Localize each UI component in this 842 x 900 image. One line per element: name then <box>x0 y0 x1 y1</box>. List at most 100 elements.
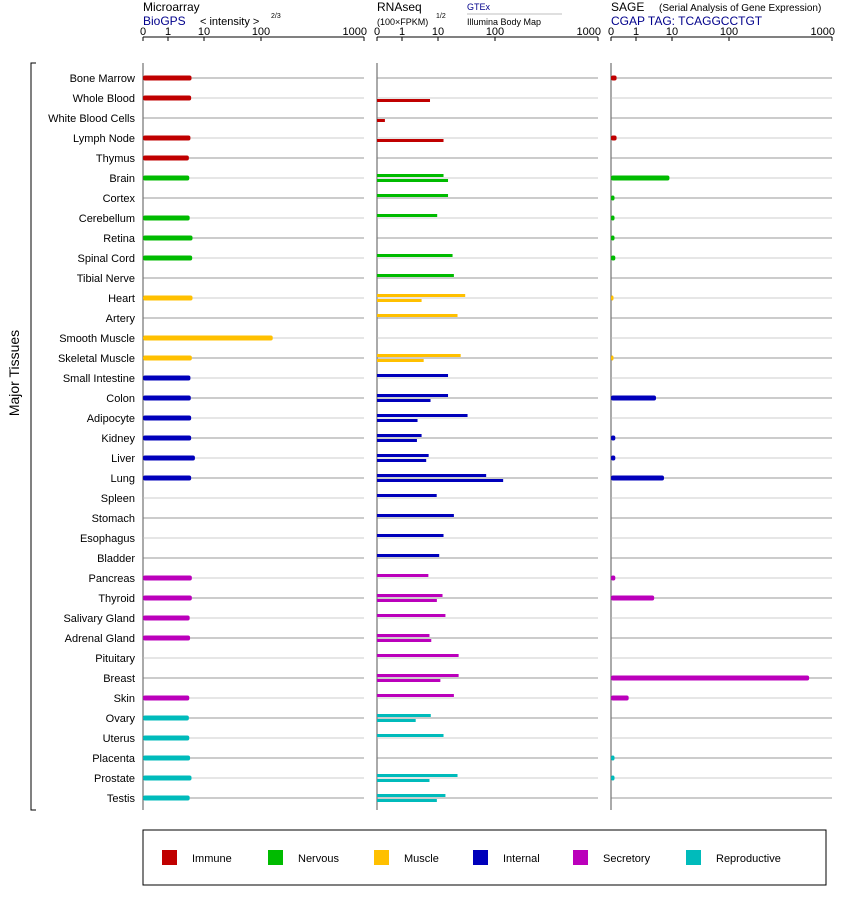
tissue-label: Thymus <box>96 153 136 165</box>
tissue-label: Tibial Nerve <box>77 273 135 285</box>
legend: Immune Nervous Muscle Internal Secretory Repr… <box>162 850 781 865</box>
bar <box>377 354 461 357</box>
x-tick-label: 100 <box>252 26 270 38</box>
bar <box>377 299 422 302</box>
bar <box>377 794 446 797</box>
bar <box>611 235 615 241</box>
bar <box>143 455 195 461</box>
bar <box>377 694 454 697</box>
tissue-label: Adipocyte <box>87 413 135 425</box>
bar <box>143 335 273 341</box>
tissue-label: Kidney <box>101 433 135 445</box>
tissue-label: Lung <box>111 473 135 485</box>
bar <box>377 574 429 577</box>
bar <box>611 295 614 301</box>
bar <box>377 439 417 442</box>
rnaseq-sub-source: Illumina Body Map <box>467 17 541 27</box>
tissue-label: Cerebellum <box>79 213 135 225</box>
bar <box>377 459 427 462</box>
tissue-label: Artery <box>106 313 136 325</box>
bar <box>143 175 190 181</box>
bar <box>611 775 615 781</box>
bar <box>377 274 454 277</box>
bar <box>377 799 437 802</box>
bar <box>143 735 190 741</box>
bar <box>377 419 418 422</box>
bar <box>377 599 437 602</box>
bar <box>377 194 449 197</box>
sage-tag: CGAP TAG: TCAGGCCTGT <box>611 14 763 28</box>
bar <box>143 775 192 781</box>
bar <box>143 575 192 581</box>
bar <box>611 695 629 701</box>
tissue-label: Retina <box>103 233 136 245</box>
bar <box>611 455 616 461</box>
bar <box>377 734 444 737</box>
tissue-label: Skin <box>114 693 135 705</box>
bar <box>377 474 487 477</box>
x-tick-label: 1 <box>399 26 405 38</box>
bar <box>377 119 385 122</box>
bar <box>377 374 449 377</box>
bar <box>143 715 189 721</box>
x-tick-label: 1000 <box>343 26 367 38</box>
bar <box>611 395 657 401</box>
bar <box>377 99 431 102</box>
sage-subtitle: (Serial Analysis of Gene Expression) <box>659 3 821 14</box>
bar <box>377 314 458 317</box>
legend-swatch <box>473 850 488 865</box>
bar <box>611 135 617 141</box>
bar <box>143 595 192 601</box>
bar <box>377 719 416 722</box>
legend-swatch <box>573 850 588 865</box>
tissue-label: Stomach <box>92 513 135 525</box>
bar <box>143 255 193 261</box>
bar <box>377 179 449 182</box>
panel-sage: 0 1 10 100 1000 <box>608 26 835 810</box>
tissue-label: Adrenal Gland <box>65 633 135 645</box>
x-tick-label: 100 <box>486 26 504 38</box>
bar <box>377 674 459 677</box>
bar <box>377 494 437 497</box>
sage-title: SAGE <box>611 0 644 14</box>
tissue-label: Small Intestine <box>63 373 135 385</box>
bar <box>377 434 422 437</box>
bar <box>611 355 614 361</box>
x-tick-label: 100 <box>720 26 738 38</box>
tissue-label: Bladder <box>97 553 135 565</box>
y-axis-title: Major Tissues <box>6 330 22 416</box>
legend-swatch <box>686 850 701 865</box>
legend-label: Reproductive <box>716 853 781 865</box>
x-tick-label: 1 <box>633 26 639 38</box>
tissue-label: Spinal Cord <box>78 253 135 265</box>
bar <box>143 435 192 441</box>
legend-label: Muscle <box>404 853 439 865</box>
bar <box>611 595 655 601</box>
legend-label: Immune <box>192 853 232 865</box>
tissue-label: Heart <box>108 293 135 305</box>
y-axis-bracket <box>30 62 36 811</box>
bar <box>377 514 454 517</box>
bar <box>377 779 430 782</box>
rnaseq-title: RNAseq <box>377 0 422 14</box>
bar <box>377 399 431 402</box>
tissue-label: Whole Blood <box>73 93 135 105</box>
bar <box>143 75 192 81</box>
tissue-label: Testis <box>107 793 136 805</box>
bar <box>143 135 191 141</box>
x-tick-label: 0 <box>140 26 146 38</box>
bar <box>611 755 615 761</box>
bar <box>611 175 670 181</box>
tissue-label: Placenta <box>92 753 136 765</box>
microarray-scale-label: < intensity > <box>200 16 259 28</box>
x-tick-label: 10 <box>432 26 444 38</box>
bar <box>143 375 191 381</box>
bar <box>143 395 191 401</box>
bar <box>377 254 453 257</box>
x-tick-label: 1000 <box>811 26 835 38</box>
tissue-label: Pituitary <box>95 653 135 665</box>
legend-label: Internal <box>503 853 540 865</box>
tissue-label: Ovary <box>106 713 136 725</box>
microarray-title: Microarray <box>143 0 200 14</box>
tissue-label: Brain <box>109 173 135 185</box>
